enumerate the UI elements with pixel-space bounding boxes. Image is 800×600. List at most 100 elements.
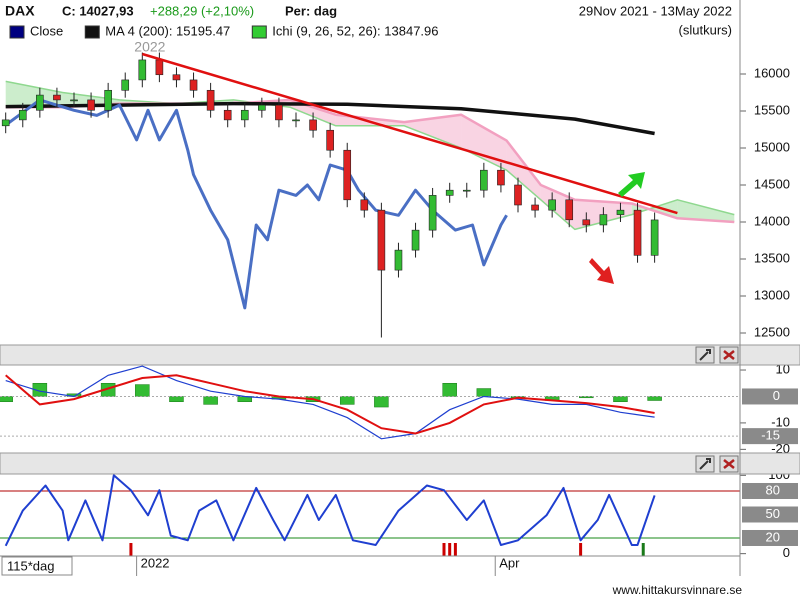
candle-body — [206, 89, 215, 111]
candle-body — [565, 199, 574, 221]
divergence-bar — [442, 382, 457, 397]
period: Per: dag — [285, 3, 337, 18]
date-range: 29Nov 2021 - 13May 2022 — [579, 3, 732, 18]
chart-layer: 2022 12500 13000 13500 14000 14500 15000 15500 1… — [0, 23, 798, 576]
y-tick-label: 16000 — [754, 65, 790, 80]
close-icon — [723, 350, 735, 360]
macd-line — [5, 374, 655, 435]
candle-body — [599, 214, 608, 226]
candle-body — [650, 219, 659, 256]
cloud-span-a — [5, 80, 735, 231]
divergence-bar — [169, 396, 184, 403]
value-box-label: 0 — [773, 388, 780, 403]
y-tick-label: 14500 — [754, 176, 790, 191]
value-box — [742, 529, 798, 546]
ndiv-marker — [453, 543, 457, 556]
ndiv-marker — [129, 543, 133, 556]
y-tick-label: 15500 — [754, 102, 790, 117]
candle-body — [394, 249, 403, 271]
footer: www.hittakursvinnare.se — [612, 583, 743, 597]
price-mode: (slutkurs) — [679, 22, 732, 37]
x-tick-label: Apr — [499, 555, 520, 570]
candle-body — [292, 119, 300, 122]
pdiv-marker — [641, 543, 645, 556]
cloud-fill — [677, 199, 735, 222]
divergence-bar — [32, 382, 48, 397]
candle-body — [172, 74, 181, 81]
period-box — [1, 556, 73, 576]
candle-body — [309, 119, 317, 131]
cycle-line — [4, 474, 656, 547]
candle-body — [87, 99, 95, 111]
close-price: C: 14027,93 — [62, 3, 134, 18]
y-tick-label: 14000 — [754, 213, 790, 228]
up-arrow — [618, 172, 645, 197]
trendline — [141, 52, 678, 215]
ndiv-marker — [448, 543, 452, 556]
candle-body — [18, 109, 27, 121]
close-icon — [723, 459, 735, 469]
value-box — [742, 428, 798, 445]
candle-body — [531, 204, 539, 211]
ndiv-marker — [442, 543, 446, 556]
candle-body — [360, 199, 369, 211]
value-box — [742, 506, 798, 523]
candle-body — [497, 169, 505, 186]
candle-body — [343, 149, 352, 201]
value-box-label: -15 — [761, 428, 780, 443]
candle-body — [53, 94, 61, 101]
candle-body — [1, 119, 10, 127]
change: +288,29 (+2,10%) — [150, 3, 254, 18]
cloud-fill — [5, 81, 63, 108]
divergence-bar — [0, 396, 13, 403]
candle-body — [445, 189, 454, 196]
candle-body — [428, 195, 437, 231]
cloud-fill — [506, 140, 541, 200]
candle-body — [121, 79, 130, 91]
candle-body — [223, 109, 232, 121]
value-box — [742, 482, 798, 499]
candle-body — [240, 109, 249, 121]
y-tick-label: -10 — [771, 414, 790, 429]
divergence-bar — [476, 388, 492, 397]
divergence-bar — [339, 396, 355, 405]
cloud-fill — [404, 114, 462, 148]
candle-body — [582, 219, 591, 226]
wrench-icon — [699, 458, 711, 470]
divergence-bar — [613, 396, 628, 403]
symbol: DAX — [5, 3, 35, 19]
candle-body — [36, 94, 44, 111]
candle-body — [616, 209, 625, 215]
macd-line — [5, 365, 655, 440]
divergence-bar — [203, 396, 218, 405]
legend-label: MA 4 (200): 15195.47 — [105, 23, 230, 38]
period-label: 115*dag — [7, 558, 54, 573]
y-tick-label: 13500 — [754, 250, 790, 265]
legend-swatch — [84, 25, 100, 39]
candle-body — [104, 89, 112, 111]
cloud-fill — [461, 114, 507, 171]
y-tick-label: 15000 — [754, 139, 790, 154]
candle-body — [189, 79, 198, 91]
value-box — [742, 388, 798, 405]
candle-body — [480, 169, 488, 191]
value-box-label: 20 — [766, 529, 780, 544]
candle-body — [462, 189, 471, 192]
divergence-bar — [647, 396, 662, 401]
candle-body — [633, 209, 642, 256]
candle-body — [548, 199, 556, 211]
candle-body — [377, 209, 386, 271]
candle-body — [514, 184, 522, 206]
legend-swatch — [251, 25, 267, 39]
legend-label: Ichi (9, 26, 52, 26): 13847.96 — [272, 23, 438, 38]
value-box-label: 50 — [766, 506, 780, 521]
candle-body — [411, 229, 420, 251]
y-tick-label: -20 — [771, 441, 790, 456]
candle-body — [70, 99, 78, 102]
y-tick-label: 0 — [783, 545, 790, 560]
divergence-bar — [579, 396, 594, 399]
legend-label: Close — [30, 23, 63, 38]
ndiv-marker — [579, 543, 583, 556]
divergence-bar — [135, 384, 150, 397]
